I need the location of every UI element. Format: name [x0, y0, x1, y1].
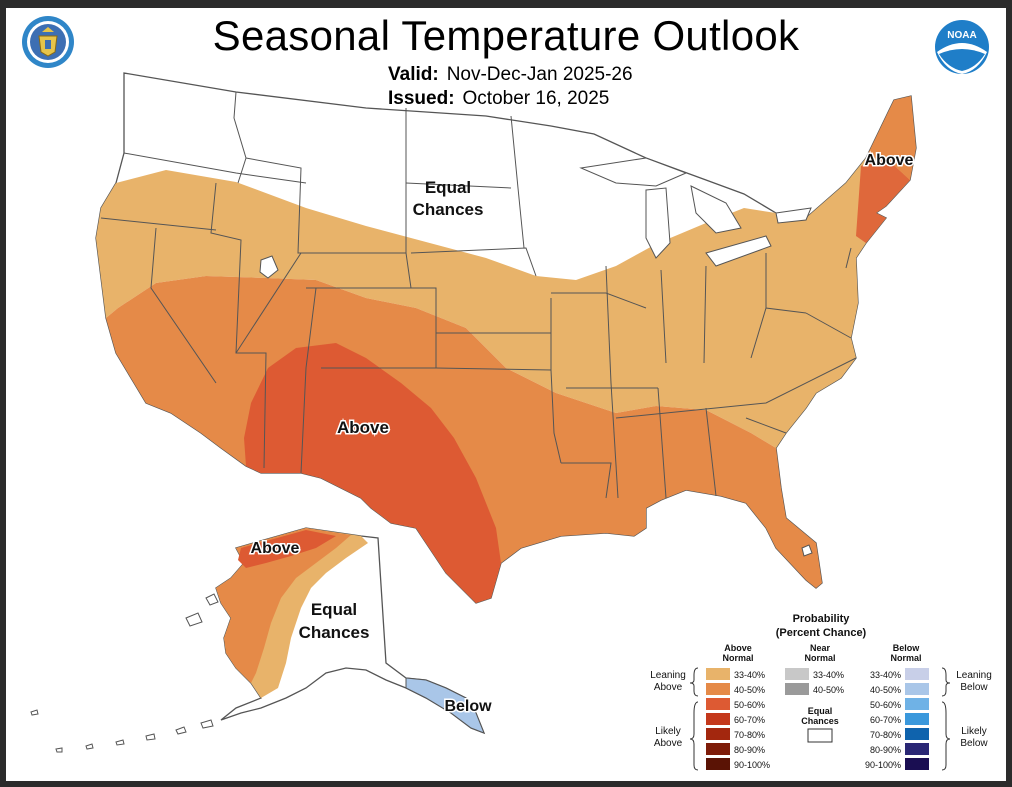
- legend-equal-chances-swatch: [807, 728, 833, 743]
- legend-below-label-2: 50-60%: [870, 700, 901, 710]
- legend-title-2: (Percent Chance): [776, 627, 867, 639]
- legend-below-label-1: 40-50%: [870, 685, 901, 695]
- conus-above-50-60-newengland: [856, 158, 910, 243]
- legend-near-header-2: Normal: [804, 653, 835, 663]
- great-salt-lake: [259, 255, 279, 279]
- legend-above-label-5: 80-90%: [734, 745, 765, 755]
- legend-below-swatch-3: [905, 713, 929, 725]
- legend-below-swatches: 33-40% 40-50% 50-60% 60-70% 70-80% 80-90% 90-1…: [865, 668, 929, 770]
- lake-okeechobee: [801, 544, 813, 557]
- legend-below-swatch-6: [905, 758, 929, 770]
- legend-below-swatch-4: [905, 728, 929, 740]
- legend-above-swatch-0: [706, 668, 730, 680]
- legend-above-label-1: 40-50%: [734, 685, 765, 695]
- legend-likely-below-2: Below: [960, 738, 988, 749]
- legend-likely-above-1: Likely: [655, 726, 681, 737]
- great-lakes: [579, 157, 812, 267]
- doc-seal-icon: [22, 16, 74, 68]
- legend-above-swatch-1: [706, 683, 730, 695]
- legend-leaning-above-1: Leaning: [650, 670, 686, 681]
- legend-brace-leaning-below: [941, 667, 951, 697]
- legend-near-swatch-0: [785, 668, 809, 680]
- legend-brace-leaning-above: [689, 667, 699, 697]
- legend-above-swatches: 33-40% 40-50% 50-60% 60-70% 70-80% 80-90% 90-1…: [706, 668, 770, 770]
- alaska-above-50-60-region: [238, 530, 336, 568]
- legend-above-header-1: Above: [724, 643, 752, 653]
- aleutian-islands: [30, 593, 219, 753]
- legend-leaning-below-1: Leaning: [956, 670, 992, 681]
- legend-below-header-1: Below: [893, 643, 921, 653]
- legend-likely-below-1: Likely: [961, 726, 987, 737]
- legend-leaning-below-2: Below: [960, 682, 988, 693]
- conus-above-33-40-region: [96, 158, 910, 448]
- legend-above-swatch-3: [706, 713, 730, 725]
- legend-brace-likely-below: [941, 701, 951, 771]
- issued-label: Issued:: [388, 88, 455, 109]
- alaska-equal-chances-label-2: Chances: [299, 623, 370, 642]
- legend-leaning-above-2: Above: [654, 682, 683, 693]
- legend-brace-likely-above: [689, 701, 699, 771]
- legend-equal-chances-1: Equal: [808, 706, 833, 716]
- legend-below-swatch-0: [905, 668, 929, 680]
- legend-below-swatch-5: [905, 743, 929, 755]
- legend-above-label-0: 33-40%: [734, 670, 765, 680]
- alaska-above-label: Above: [251, 540, 300, 557]
- legend-title-1: Probability: [793, 613, 851, 625]
- alaska-equal-chances-label-1: Equal: [311, 600, 357, 619]
- legend-above-swatch-5: [706, 743, 730, 755]
- legend-above-label-6: 90-100%: [734, 760, 770, 770]
- valid-period: Valid: Nov-Dec-Jan 2025-26: [388, 64, 633, 86]
- conus-above-southwest-label: Above: [337, 418, 389, 437]
- conus-equal-chances-label-2: Chances: [413, 200, 484, 219]
- legend-above-swatch-4: [706, 728, 730, 740]
- legend-below-label-4: 70-80%: [870, 730, 901, 740]
- legend-above-header-2: Normal: [722, 653, 753, 663]
- legend-below-label-3: 60-70%: [870, 715, 901, 725]
- legend-near-label-0: 33-40%: [813, 670, 844, 680]
- noaa-logo-icon: NOAA: [935, 20, 989, 74]
- alaska-below-label: Below: [444, 698, 492, 715]
- issued-date: Issued: October 16, 2025: [388, 88, 609, 110]
- state-boundaries: [100, 91, 857, 499]
- conus-equal-chances-label-1: Equal: [425, 178, 471, 197]
- legend-above-swatch-2: [706, 698, 730, 710]
- conus-above-northeast-label: Above: [865, 152, 914, 169]
- legend-above-label-4: 70-80%: [734, 730, 765, 740]
- probability-legend: Probability (Percent Chance) Above Norma…: [650, 613, 992, 771]
- valid-label: Valid:: [388, 64, 439, 85]
- legend-near-swatch-1: [785, 683, 809, 695]
- legend-below-label-6: 90-100%: [865, 760, 901, 770]
- alaska-below-33-40-region: [405, 677, 485, 734]
- map-canvas: NOAA: [22, 16, 992, 771]
- legend-below-header-2: Normal: [890, 653, 921, 663]
- legend-likely-above-2: Above: [654, 738, 683, 749]
- legend-near-label-1: 40-50%: [813, 685, 844, 695]
- legend-below-label-0: 33-40%: [870, 670, 901, 680]
- valid-value: Nov-Dec-Jan 2025-26: [446, 64, 633, 85]
- maine-above-40-50: [866, 96, 916, 180]
- legend-near-header-1: Near: [810, 643, 831, 653]
- conus-above-50-60-southwest: [244, 343, 501, 603]
- legend-equal-chances-2: Chances: [801, 716, 839, 726]
- legend-above-swatch-6: [706, 758, 730, 770]
- legend-below-label-5: 80-90%: [870, 745, 901, 755]
- issued-value: October 16, 2025: [462, 88, 610, 109]
- legend-near-swatches: 33-40% 40-50%: [785, 668, 844, 695]
- legend-above-label-2: 50-60%: [734, 700, 765, 710]
- noaa-logo-text: NOAA: [947, 30, 976, 41]
- legend-above-label-3: 60-70%: [734, 715, 765, 725]
- legend-below-swatch-1: [905, 683, 929, 695]
- page-title: Seasonal Temperature Outlook: [212, 12, 800, 59]
- outlook-map-frame: Seasonal Temperature Outlook Valid: Nov-D…: [6, 8, 1006, 781]
- legend-below-swatch-2: [905, 698, 929, 710]
